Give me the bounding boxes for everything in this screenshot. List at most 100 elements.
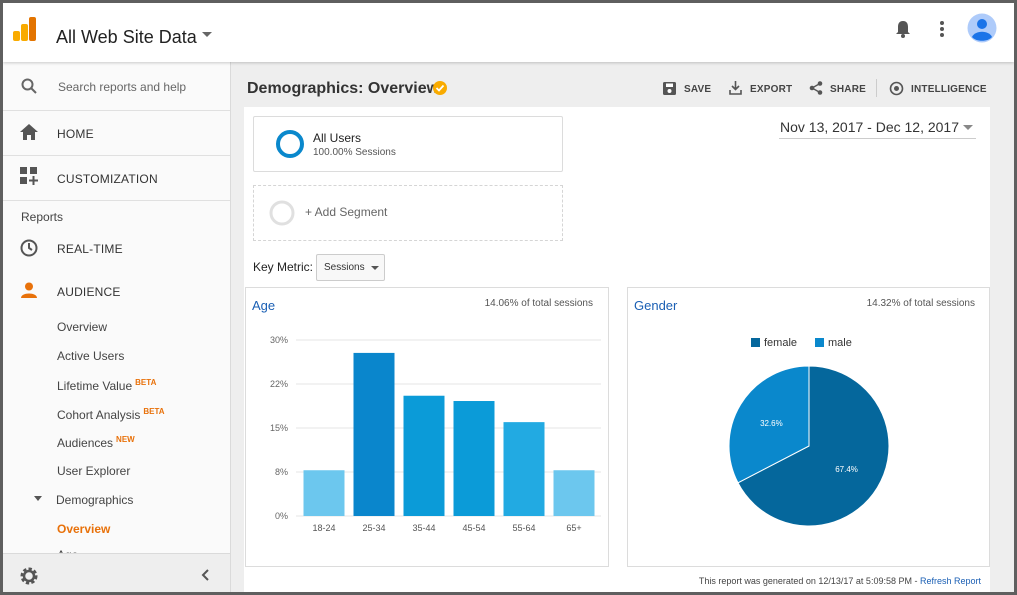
nav-home[interactable]: HOME <box>3 111 230 156</box>
label: User Explorer <box>57 464 131 478</box>
nav-subitem[interactable]: User Explorer <box>57 464 130 478</box>
date-caret <box>963 125 973 130</box>
badge: BETA <box>135 378 157 387</box>
key-metric-select[interactable]: Sessions <box>316 254 385 281</box>
segment-card[interactable]: All Users 100.00% Sessions <box>253 116 563 172</box>
bar <box>503 422 545 516</box>
pie-slice <box>728 365 810 484</box>
chart-title: Age <box>252 298 275 313</box>
action-export[interactable]: EXPORT <box>750 84 793 95</box>
y-tick-label: 15% <box>270 423 288 433</box>
export-icon <box>729 81 742 95</box>
account-avatar[interactable] <box>967 13 997 43</box>
segment-detail: 100.00% Sessions <box>313 147 396 158</box>
person-icon <box>21 282 37 298</box>
nav-subitem-active[interactable]: Overview <box>57 522 110 536</box>
bar <box>353 352 395 516</box>
action-share[interactable]: SHARE <box>830 84 867 95</box>
notifications-icon[interactable] <box>894 19 912 39</box>
action-save[interactable]: SAVE <box>684 84 712 95</box>
date-range-text: Nov 13, 2017 - Dec 12, 2017 <box>780 119 960 135</box>
label: Lifetime Value <box>57 379 133 393</box>
x-tick-label: 45-54 <box>462 523 485 533</box>
bar <box>553 470 595 516</box>
x-tick-label: 25-34 <box>362 523 385 533</box>
nav-realtime[interactable]: REAL-TIME <box>3 232 230 264</box>
x-tick-label: 55-64 <box>512 523 535 533</box>
nav-subitem[interactable]: Audiences NEW <box>57 435 135 450</box>
share-icon <box>809 81 823 95</box>
search-placeholder: Search reports and help <box>58 80 187 94</box>
slice-label: 67.4% <box>835 465 858 474</box>
divider <box>876 79 877 97</box>
clock-icon <box>20 239 38 257</box>
select-caret <box>371 266 379 270</box>
pie-slice <box>737 365 890 527</box>
label: Demographics <box>56 493 134 507</box>
nav-subitem[interactable]: Demographics <box>56 493 133 507</box>
sidebar: Search reports and help HOME CUSTOMIZATI… <box>3 62 231 592</box>
nav-subitem[interactable]: Cohort Analysis BETA <box>57 407 165 422</box>
nav-audience[interactable]: AUDIENCE <box>3 275 230 307</box>
footer-text: This report was generated on 12/13/17 at… <box>698 576 920 586</box>
intelligence-icon <box>889 81 904 96</box>
report-content: All Users 100.00% Sessions + Add Segment… <box>244 107 990 592</box>
nav-subitem[interactable]: Lifetime Value BETA <box>57 378 156 393</box>
bar <box>453 401 495 516</box>
dropdown-caret[interactable] <box>202 32 212 38</box>
segment-ring <box>276 130 304 158</box>
slice-label: 32.6% <box>760 419 783 428</box>
label: Overview <box>57 320 108 334</box>
customization-icon <box>20 167 38 185</box>
nav-label: HOME <box>57 127 94 141</box>
age-chart: Age 14.06% of total sessions 0% 8% 15% 22% 30%… <box>252 298 601 533</box>
y-tick-label: 30% <box>270 335 288 345</box>
settings-icon[interactable] <box>19 566 39 586</box>
nav-subitem[interactable]: Overview <box>57 320 107 334</box>
legend-swatch <box>751 338 760 347</box>
nav-label: CUSTOMIZATION <box>57 172 158 186</box>
action-intelligence[interactable]: INTELLIGENCE <box>911 84 987 95</box>
bar <box>303 470 345 516</box>
chart-subtitle: 14.06% of total sessions <box>485 298 593 309</box>
property-title[interactable]: All Web Site Data <box>56 27 197 47</box>
legend-swatch <box>815 338 824 347</box>
y-tick-label: 8% <box>275 467 288 477</box>
page-title: Demographics: Overview <box>247 80 440 97</box>
nav-subitem[interactable]: Active Users <box>57 349 124 363</box>
main-area: Demographics: Overview SAVE EXPORT SHARE… <box>231 62 1014 592</box>
collapse-icon[interactable] <box>201 569 209 581</box>
bar <box>403 395 445 516</box>
sidebar-footer <box>3 553 230 592</box>
select-value: Sessions <box>324 262 365 273</box>
date-range[interactable]: Nov 13, 2017 - Dec 12, 2017 <box>779 119 976 139</box>
gender-chart: Gender 14.32% of total sessions female male… <box>634 298 975 527</box>
report-footer: This report was generated on 12/13/17 at… <box>699 576 981 586</box>
segment-name: All Users <box>313 131 362 145</box>
label: Cohort Analysis <box>57 408 141 422</box>
legend-label: male <box>828 337 852 349</box>
refresh-link[interactable]: Refresh Report <box>919 576 981 586</box>
nav-customization[interactable]: CUSTOMIZATION <box>3 156 230 201</box>
label: Overview <box>57 522 111 536</box>
segment-ring-empty <box>269 200 295 226</box>
label: Active Users <box>57 349 125 363</box>
home-icon <box>20 124 38 140</box>
key-metric-label: Key Metric: <box>253 260 314 274</box>
search-row[interactable]: Search reports and help <box>3 62 230 111</box>
gender-panel: Gender 14.32% of total sessions female male… <box>627 287 990 567</box>
chart-subtitle: 14.32% of total sessions <box>867 298 975 309</box>
label: Audiences <box>57 436 114 450</box>
top-bar: All Web Site Data <box>3 3 1014 62</box>
more-menu[interactable] <box>938 20 946 38</box>
logo <box>13 17 36 41</box>
expand-arrow <box>34 496 42 501</box>
badge: BETA <box>143 407 165 416</box>
x-tick-label: 18-24 <box>312 523 335 533</box>
y-tick-label: 0% <box>275 511 288 521</box>
badge: NEW <box>116 435 135 444</box>
search-icon <box>21 78 37 94</box>
y-tick-label: 22% <box>270 379 288 389</box>
add-segment[interactable]: + Add Segment <box>253 185 563 241</box>
